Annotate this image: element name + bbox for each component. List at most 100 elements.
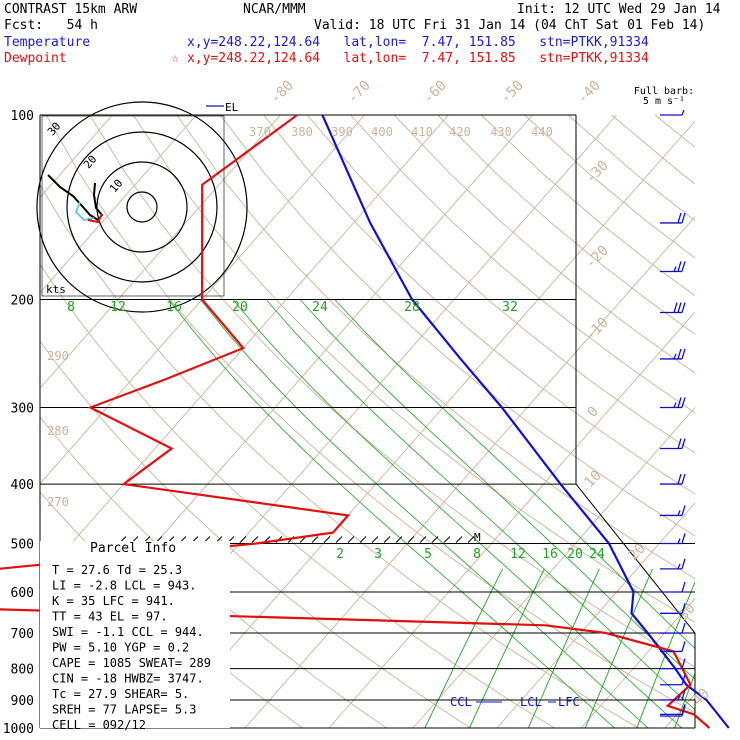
- wind-barb-flag: [681, 212, 686, 224]
- dry-adiabat-line: [132, 114, 695, 623]
- tropopause-hatch: [455, 536, 463, 543]
- wind-barb-flag: [681, 705, 686, 717]
- mixing-ratio-upper-label: 28: [404, 300, 420, 315]
- wind-barb-flag: [681, 533, 686, 544]
- mixing-ratio-upper-label: 16: [166, 300, 182, 315]
- parcel-info-box: Parcel Info T = 27.6 Td = 25.3 LI = -2.8 L…: [40, 541, 230, 732]
- tropopause-hatch: [407, 536, 415, 543]
- model-title: CONTRAST 15km ARW: [4, 2, 138, 17]
- mixing-ratio-lower-label: 8: [473, 547, 481, 562]
- pressure-tick-label: 100: [11, 109, 34, 124]
- isotherm-label: -70: [345, 78, 374, 107]
- parcel-row: CAPE = 1085 SWEAT= 289: [52, 656, 211, 670]
- wind-legend-line2: 5 m s⁻¹: [643, 96, 685, 107]
- moist-adiabat-line: [199, 299, 649, 729]
- hodograph-ring: [96, 161, 188, 253]
- parcel-row: LI = -2.8 LCL = 943.: [52, 579, 197, 593]
- mixing-ratio-upper-label: 8: [67, 300, 75, 315]
- wind-barb-flag: [681, 603, 686, 614]
- isotherm-label: -30: [583, 158, 612, 187]
- dewpoint-legend: Dewpoint: [4, 51, 67, 66]
- isotherm-label: 20: [626, 541, 649, 564]
- isotherm-line: [40, 114, 281, 389]
- pressure-tick-label: 400: [11, 478, 34, 493]
- theta-e-label: 400: [371, 125, 393, 139]
- mixing-ratio-lower-label: 20: [567, 547, 583, 562]
- mixing-ratio-line: [584, 568, 654, 729]
- dry-adiabat-line: [524, 114, 695, 259]
- isotherm-line: [328, 311, 695, 729]
- dry-adiabat-line: [699, 115, 740, 728]
- frame-right-diagonal: [575, 483, 696, 634]
- wind-barb-flag: [681, 261, 686, 272]
- hodograph-ring: [126, 191, 158, 223]
- mixing-ratio-line: [424, 568, 504, 729]
- hodograph-frame: [41, 115, 225, 297]
- mixing-ratio-upper-label: 32: [502, 300, 518, 315]
- temperature-legend: Temperature: [4, 35, 91, 50]
- mixing-ratio-lower-label: 5: [424, 547, 432, 562]
- wind-barb-halfflag: [681, 109, 685, 116]
- wind-barb-flag: [681, 438, 686, 449]
- wind-barb-flag: [681, 348, 686, 360]
- wind-barb-flag: [677, 397, 682, 408]
- parcel-row: SWI = -1.1 CCL = 944.: [52, 625, 204, 639]
- moist-adiabat-line: [168, 299, 615, 729]
- dry-adiabat-line: [567, 114, 695, 222]
- pressure-tick-label: 200: [11, 294, 34, 309]
- isotherm-line: [664, 693, 695, 729]
- tropopause-hatch: [251, 536, 259, 543]
- hodograph-trace: [47, 174, 104, 222]
- wind-barb-flag: [681, 473, 686, 485]
- star-icon: ☆: [171, 51, 179, 66]
- isotherm-label: -50: [498, 78, 527, 107]
- theta-label: 270: [47, 495, 69, 509]
- hodograph-ring: [36, 101, 248, 313]
- forecast-hour: Fcst: 54 h: [4, 18, 98, 33]
- pressure-tick-label: 700: [11, 627, 34, 642]
- theta-e-label: 420: [449, 125, 471, 139]
- pressure-tick-label: 600: [11, 586, 34, 601]
- tropopause-hatch: [419, 536, 427, 543]
- wind-barb-flag: [681, 641, 686, 652]
- isotherm-label: -60: [421, 78, 450, 107]
- wind-barb-flag: [681, 622, 686, 634]
- wind-barb-halfflag: [677, 694, 681, 701]
- hodograph-surface-trace: [87, 213, 103, 224]
- wind-barb-flag: [677, 261, 682, 272]
- tropopause-hatch: [431, 536, 439, 543]
- wind-barb-halfflag: [673, 402, 677, 408]
- dry-adiabat-line: [611, 114, 695, 185]
- parcel-row: CIN = -18 HWBZ= 3747.: [52, 672, 204, 686]
- tropopause-hatch: [359, 536, 367, 543]
- dry-adiabat-line: [176, 114, 695, 580]
- mixing-ratio-lower-label: 24: [589, 547, 605, 562]
- hodograph-ring: [66, 131, 218, 283]
- wind-barb-halfflag: [673, 266, 677, 272]
- wind-barb-flag: [677, 438, 682, 449]
- isotherm-label: -40: [575, 78, 604, 107]
- wind-barb-flag: [681, 689, 686, 701]
- tropopause-hatch: [335, 536, 343, 543]
- theta-e-label: 370: [249, 125, 271, 139]
- tropopause-hatch: [443, 536, 451, 543]
- wind-barb-flag: [677, 473, 682, 485]
- m-label: M: [474, 531, 481, 544]
- theta-e-label: 430: [490, 125, 512, 139]
- wind-barb-halfflag: [677, 510, 681, 516]
- mixing-ratio-lower-label: 16: [542, 547, 558, 562]
- dry-adiabat-line: [89, 114, 695, 668]
- isotherm-line: [496, 502, 695, 729]
- lfc-label: LFC: [558, 695, 580, 709]
- wind-barb-halfflag: [677, 538, 681, 544]
- wind-barb-flag: [681, 302, 686, 313]
- temperature-profile: [321, 114, 730, 729]
- tropopause-hatch: [347, 536, 355, 543]
- mixing-ratio-line: [468, 568, 545, 729]
- wind-barb-flag: [673, 302, 678, 313]
- wind-legend-line1: Full barb:: [634, 86, 694, 97]
- mixing-ratio-upper-label: 24: [312, 300, 328, 315]
- moist-adiabat-line: [232, 299, 683, 729]
- parcel-row: K = 35 LFC = 941.: [52, 594, 175, 608]
- parcel-row: PW = 5.10 YGP = 0.2: [52, 641, 189, 655]
